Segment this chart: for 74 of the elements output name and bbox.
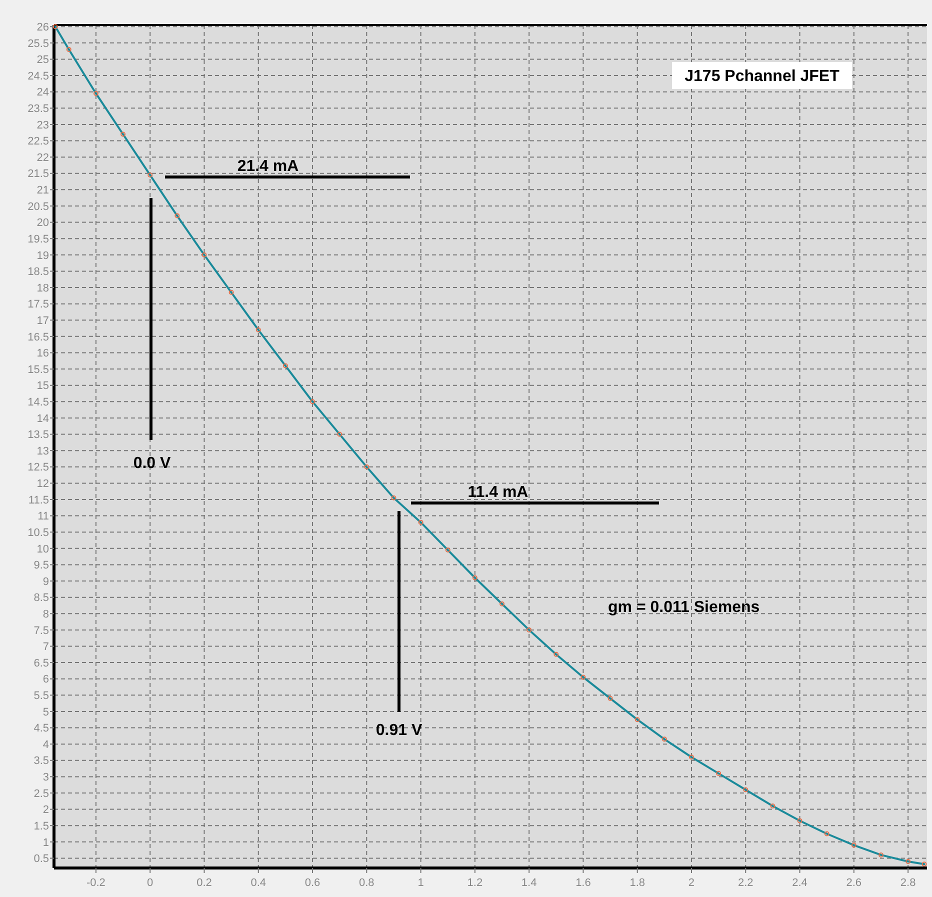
y-tick-label: 7 [42, 641, 49, 654]
y-tick-label: 25.5 [28, 38, 49, 50]
y-tick-label: 6 [42, 674, 49, 686]
y-tick-label: 8 [42, 608, 49, 620]
y-tick-label: 11.5 [28, 494, 49, 506]
y-tick-label: 2 [42, 804, 49, 816]
y-tick-label: 21 [36, 184, 49, 197]
x-tick-label: 2.4 [792, 877, 808, 889]
y-tick-label: 19 [36, 250, 49, 262]
y-tick-label: 14 [36, 412, 49, 425]
x-tick-label: 1.6 [576, 877, 591, 889]
y-tick-label: 1.5 [34, 820, 49, 832]
y-tick-label: 1 [42, 836, 49, 849]
x-tick-label: 1.8 [630, 877, 645, 889]
y-tick-label: 5.5 [34, 690, 49, 702]
x-tick-label: 0 [147, 877, 154, 889]
x-tick-label: 2.8 [900, 877, 916, 889]
y-tick-label: 14.5 [28, 396, 49, 409]
y-tick-label: 26 [36, 21, 49, 34]
y-tick-label: 8.5 [34, 592, 49, 604]
y-tick-label: 16 [36, 348, 49, 360]
annotation: 21.4 mA [237, 158, 300, 175]
x-tick-label: 1.4 [521, 877, 537, 889]
y-tick-label: 9 [42, 576, 49, 588]
y-tick-label: 6.5 [34, 657, 49, 670]
y-tick-label: 23.5 [28, 103, 49, 116]
y-tick-label: 3.5 [34, 755, 49, 768]
y-tick-label: 10.5 [28, 526, 49, 539]
annotation: 0.91 V [376, 722, 422, 739]
x-tick-label: 0.2 [196, 877, 212, 889]
y-tick-label: 23 [36, 119, 49, 132]
annotation: gm = 0.011 Siemens [608, 599, 760, 616]
y-tick-label: 7.5 [34, 624, 49, 637]
y-tick-label: 24.5 [28, 70, 49, 82]
x-tick-label: 0.4 [250, 877, 266, 889]
x-tick-label: 2.2 [738, 877, 754, 889]
annotation: 0.0 V [133, 455, 172, 472]
x-tick-label: 0.6 [304, 877, 320, 889]
y-tick-label: 9.5 [34, 560, 49, 572]
x-tick-label: 2.6 [846, 877, 862, 889]
y-tick-label: 18.5 [28, 266, 49, 278]
y-tick-label: 19.5 [28, 233, 49, 246]
y-tick-label: 0.5 [34, 853, 49, 866]
y-tick-label: 24 [36, 86, 49, 99]
y-tick-label: 12.5 [28, 462, 49, 474]
y-tick-label: 4 [42, 738, 49, 751]
x-tick-label: 1.2 [467, 877, 483, 889]
x-tick-label: 1 [418, 877, 424, 889]
x-tick-label: -0.2 [86, 877, 106, 889]
y-tick-label: 3 [42, 772, 49, 784]
y-tick-label: 21.5 [28, 168, 49, 180]
y-tick-label: 15 [36, 380, 49, 392]
y-tick-label: 15.5 [28, 364, 49, 376]
y-tick-label: 22.5 [28, 136, 49, 148]
x-tick-label: 0.8 [359, 877, 374, 889]
y-tick-label: 25 [36, 54, 49, 66]
y-tick-label: 11 [38, 510, 49, 523]
y-tick-label: 22 [36, 152, 49, 164]
y-tick-label: 4.5 [34, 722, 49, 735]
y-tick-label: 13 [36, 445, 49, 458]
y-tick-label: 20 [36, 217, 49, 230]
y-tick-label: 16.5 [28, 331, 49, 344]
y-tick-label: 2.5 [34, 788, 49, 800]
x-tick-label: 2 [688, 877, 695, 889]
annotation: 11.4 mA [468, 484, 529, 501]
y-tick-label: 17.5 [28, 298, 49, 311]
y-tick-label: 20.5 [28, 200, 49, 213]
y-tick-label: 13.5 [28, 429, 49, 442]
y-tick-label: 18 [36, 282, 49, 294]
text: J175 Pchannel JFET [684, 68, 840, 85]
y-tick-label: 17 [36, 314, 49, 327]
y-tick-label: 12 [36, 478, 49, 490]
y-tick-label: 10 [36, 543, 49, 556]
y-tick-label: 5 [42, 706, 49, 718]
